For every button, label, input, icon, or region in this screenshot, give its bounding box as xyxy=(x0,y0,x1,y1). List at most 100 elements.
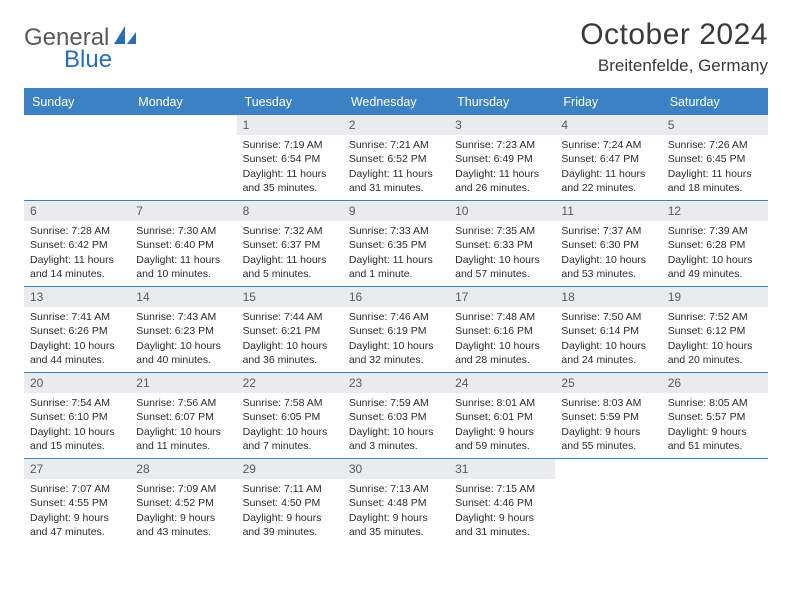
day-details: Sunrise: 7:56 AMSunset: 6:07 PMDaylight:… xyxy=(130,393,236,456)
day-details: Sunrise: 7:23 AMSunset: 6:49 PMDaylight:… xyxy=(449,135,555,198)
day-number: 22 xyxy=(237,373,343,393)
calendar-day-cell xyxy=(24,115,130,201)
calendar-day-cell: 27Sunrise: 7:07 AMSunset: 4:55 PMDayligh… xyxy=(24,459,130,545)
day-number: 23 xyxy=(343,373,449,393)
day-number: 13 xyxy=(24,287,130,307)
day-details: Sunrise: 7:52 AMSunset: 6:12 PMDaylight:… xyxy=(662,307,768,370)
day-details: Sunrise: 7:07 AMSunset: 4:55 PMDaylight:… xyxy=(24,479,130,542)
day-number: 16 xyxy=(343,287,449,307)
sunset-line: Sunset: 6:26 PM xyxy=(30,324,124,338)
sunrise-line: Sunrise: 7:21 AM xyxy=(349,138,443,152)
sunset-line: Sunset: 6:52 PM xyxy=(349,152,443,166)
daylight-line: Daylight: 11 hours and 10 minutes. xyxy=(136,253,230,281)
day-number: 26 xyxy=(662,373,768,393)
sunrise-line: Sunrise: 7:35 AM xyxy=(455,224,549,238)
sunset-line: Sunset: 4:55 PM xyxy=(30,496,124,510)
sunset-line: Sunset: 6:16 PM xyxy=(455,324,549,338)
sunset-line: Sunset: 6:21 PM xyxy=(243,324,337,338)
daylight-line: Daylight: 10 hours and 3 minutes. xyxy=(349,425,443,453)
day-details: Sunrise: 7:44 AMSunset: 6:21 PMDaylight:… xyxy=(237,307,343,370)
calendar-body: 1Sunrise: 7:19 AMSunset: 6:54 PMDaylight… xyxy=(24,115,768,545)
sunset-line: Sunset: 6:33 PM xyxy=(455,238,549,252)
sunrise-line: Sunrise: 7:39 AM xyxy=(668,224,762,238)
sail-icon xyxy=(114,26,136,51)
calendar-day-cell: 30Sunrise: 7:13 AMSunset: 4:48 PMDayligh… xyxy=(343,459,449,545)
sunset-line: Sunset: 4:46 PM xyxy=(455,496,549,510)
day-details: Sunrise: 7:48 AMSunset: 6:16 PMDaylight:… xyxy=(449,307,555,370)
day-number: 1 xyxy=(237,115,343,135)
sunrise-line: Sunrise: 7:19 AM xyxy=(243,138,337,152)
daylight-line: Daylight: 11 hours and 26 minutes. xyxy=(455,167,549,195)
daylight-line: Daylight: 10 hours and 36 minutes. xyxy=(243,339,337,367)
daylight-line: Daylight: 9 hours and 35 minutes. xyxy=(349,511,443,539)
calendar-day-cell xyxy=(662,459,768,545)
calendar-week-row: 13Sunrise: 7:41 AMSunset: 6:26 PMDayligh… xyxy=(24,287,768,373)
sunrise-line: Sunrise: 7:56 AM xyxy=(136,396,230,410)
day-number: 3 xyxy=(449,115,555,135)
calendar-day-cell: 17Sunrise: 7:48 AMSunset: 6:16 PMDayligh… xyxy=(449,287,555,373)
calendar-day-cell: 8Sunrise: 7:32 AMSunset: 6:37 PMDaylight… xyxy=(237,201,343,287)
calendar-day-cell: 19Sunrise: 7:52 AMSunset: 6:12 PMDayligh… xyxy=(662,287,768,373)
daylight-line: Daylight: 10 hours and 20 minutes. xyxy=(668,339,762,367)
day-number: 17 xyxy=(449,287,555,307)
day-details: Sunrise: 8:03 AMSunset: 5:59 PMDaylight:… xyxy=(555,393,661,456)
calendar-week-row: 20Sunrise: 7:54 AMSunset: 6:10 PMDayligh… xyxy=(24,373,768,459)
daylight-line: Daylight: 10 hours and 7 minutes. xyxy=(243,425,337,453)
day-number: 31 xyxy=(449,459,555,479)
day-details: Sunrise: 7:35 AMSunset: 6:33 PMDaylight:… xyxy=(449,221,555,284)
calendar-day-cell: 15Sunrise: 7:44 AMSunset: 6:21 PMDayligh… xyxy=(237,287,343,373)
calendar-day-cell: 11Sunrise: 7:37 AMSunset: 6:30 PMDayligh… xyxy=(555,201,661,287)
day-number: 20 xyxy=(24,373,130,393)
weekday-header: Sunday xyxy=(24,89,130,115)
day-number: 28 xyxy=(130,459,236,479)
calendar-day-cell xyxy=(555,459,661,545)
sunrise-line: Sunrise: 7:33 AM xyxy=(349,224,443,238)
sunset-line: Sunset: 6:37 PM xyxy=(243,238,337,252)
day-details: Sunrise: 7:28 AMSunset: 6:42 PMDaylight:… xyxy=(24,221,130,284)
day-details: Sunrise: 7:58 AMSunset: 6:05 PMDaylight:… xyxy=(237,393,343,456)
brand-part2: Blue xyxy=(64,46,112,74)
calendar-day-cell: 18Sunrise: 7:50 AMSunset: 6:14 PMDayligh… xyxy=(555,287,661,373)
calendar-day-cell: 7Sunrise: 7:30 AMSunset: 6:40 PMDaylight… xyxy=(130,201,236,287)
sunset-line: Sunset: 6:28 PM xyxy=(668,238,762,252)
sunset-line: Sunset: 6:42 PM xyxy=(30,238,124,252)
day-details: Sunrise: 7:24 AMSunset: 6:47 PMDaylight:… xyxy=(555,135,661,198)
daylight-line: Daylight: 10 hours and 53 minutes. xyxy=(561,253,655,281)
sunset-line: Sunset: 6:45 PM xyxy=(668,152,762,166)
weekday-header: Monday xyxy=(130,89,236,115)
day-details: Sunrise: 7:39 AMSunset: 6:28 PMDaylight:… xyxy=(662,221,768,284)
day-number: 15 xyxy=(237,287,343,307)
daylight-line: Daylight: 10 hours and 40 minutes. xyxy=(136,339,230,367)
sunrise-line: Sunrise: 7:50 AM xyxy=(561,310,655,324)
sunrise-line: Sunrise: 7:15 AM xyxy=(455,482,549,496)
weekday-header: Thursday xyxy=(449,89,555,115)
calendar-day-cell: 25Sunrise: 8:03 AMSunset: 5:59 PMDayligh… xyxy=(555,373,661,459)
daylight-line: Daylight: 10 hours and 44 minutes. xyxy=(30,339,124,367)
day-number xyxy=(24,115,130,119)
day-number: 12 xyxy=(662,201,768,221)
day-number: 21 xyxy=(130,373,236,393)
calendar-page: General Blue October 2024 Breitenfelde, … xyxy=(0,0,792,555)
calendar-day-cell: 28Sunrise: 7:09 AMSunset: 4:52 PMDayligh… xyxy=(130,459,236,545)
sunset-line: Sunset: 6:19 PM xyxy=(349,324,443,338)
calendar-week-row: 6Sunrise: 7:28 AMSunset: 6:42 PMDaylight… xyxy=(24,201,768,287)
daylight-line: Daylight: 10 hours and 15 minutes. xyxy=(30,425,124,453)
daylight-line: Daylight: 10 hours and 11 minutes. xyxy=(136,425,230,453)
daylight-line: Daylight: 10 hours and 32 minutes. xyxy=(349,339,443,367)
daylight-line: Daylight: 9 hours and 39 minutes. xyxy=(243,511,337,539)
day-number xyxy=(662,459,768,463)
daylight-line: Daylight: 9 hours and 31 minutes. xyxy=(455,511,549,539)
day-number: 25 xyxy=(555,373,661,393)
sunrise-line: Sunrise: 7:46 AM xyxy=(349,310,443,324)
sunrise-line: Sunrise: 7:37 AM xyxy=(561,224,655,238)
day-details: Sunrise: 7:30 AMSunset: 6:40 PMDaylight:… xyxy=(130,221,236,284)
day-details: Sunrise: 7:09 AMSunset: 4:52 PMDaylight:… xyxy=(130,479,236,542)
calendar-table: Sunday Monday Tuesday Wednesday Thursday… xyxy=(24,88,768,545)
sunrise-line: Sunrise: 7:58 AM xyxy=(243,396,337,410)
day-details: Sunrise: 7:26 AMSunset: 6:45 PMDaylight:… xyxy=(662,135,768,198)
calendar-day-cell: 10Sunrise: 7:35 AMSunset: 6:33 PMDayligh… xyxy=(449,201,555,287)
sunrise-line: Sunrise: 7:11 AM xyxy=(243,482,337,496)
title-block: October 2024 Breitenfelde, Germany xyxy=(580,18,768,76)
day-number: 7 xyxy=(130,201,236,221)
calendar-day-cell: 21Sunrise: 7:56 AMSunset: 6:07 PMDayligh… xyxy=(130,373,236,459)
